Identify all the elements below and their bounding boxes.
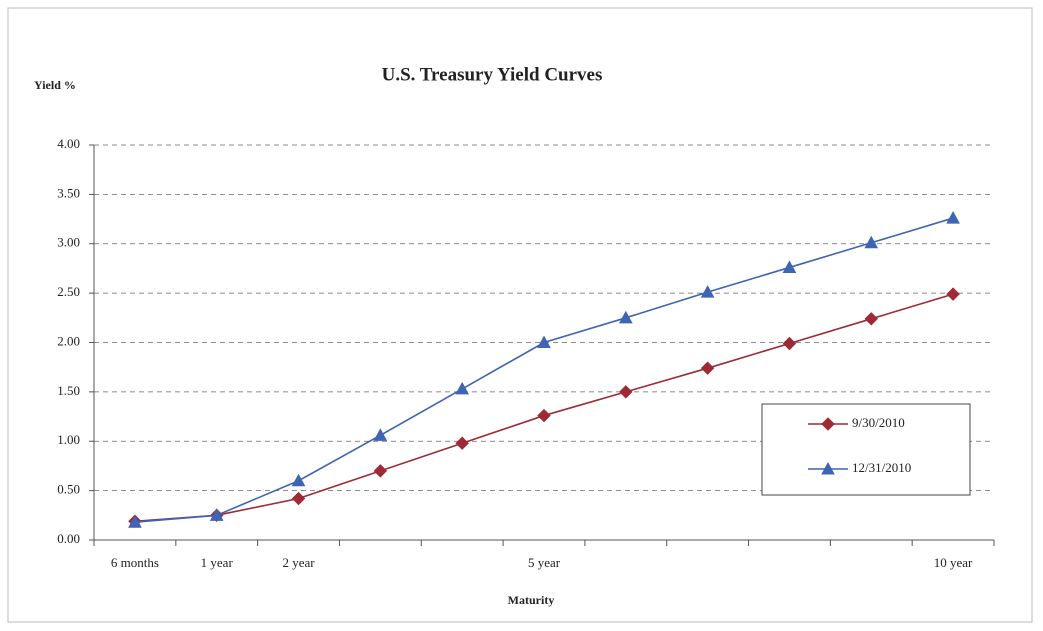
y-tick-label: 1.00 [57,432,80,447]
y-tick-label: 2.00 [57,333,80,348]
diamond-marker [700,361,715,375]
triangle-marker [128,515,142,528]
diamond-marker [946,287,960,301]
diamond-marker [373,464,388,478]
y-axis-label: Yield % [34,78,76,92]
triangle-marker [821,461,835,475]
x-tick-label: 5 year [528,555,561,570]
x-tick-label: 6 months [111,555,159,570]
x-tick-label: 10 year [934,555,973,570]
y-tick-label: 3.00 [57,235,80,250]
y-tick-label: 1.50 [57,383,80,398]
triangle-marker [373,428,388,441]
x-tick-label: 2 year [282,555,315,570]
triangle-marker [291,473,306,487]
y-tick-label: 2.50 [57,284,80,299]
diamond-marker [537,408,551,423]
diamond-marker [864,312,878,326]
legend-box [761,403,971,496]
triangle-marker [864,235,879,249]
diamond-marker [455,436,469,450]
triangle-marker [455,381,470,395]
y-tick-label: 0.50 [57,482,80,497]
legend-label: 12/31/2010 [852,460,911,475]
legend-label: 9/30/2010 [852,415,905,430]
triangle-marker [782,260,797,273]
y-tick-label: 4.00 [57,136,80,151]
triangle-marker [209,508,224,521]
x-tick-label: 1 year [201,555,234,570]
diamond-marker [782,336,797,351]
chart-title: U.S. Treasury Yield Curves [382,64,603,85]
triangle-marker [537,335,551,348]
x-axis-label: Maturity [508,593,555,607]
triangle-marker [618,310,633,324]
triangle-marker [946,211,960,224]
diamond-marker [619,385,633,399]
y-tick-label: 3.50 [57,185,80,200]
diamond-marker [291,491,306,506]
y-tick-label: 0.00 [57,531,80,546]
diamond-marker [821,417,835,431]
triangle-marker [700,285,715,298]
chart-border [7,7,1033,623]
